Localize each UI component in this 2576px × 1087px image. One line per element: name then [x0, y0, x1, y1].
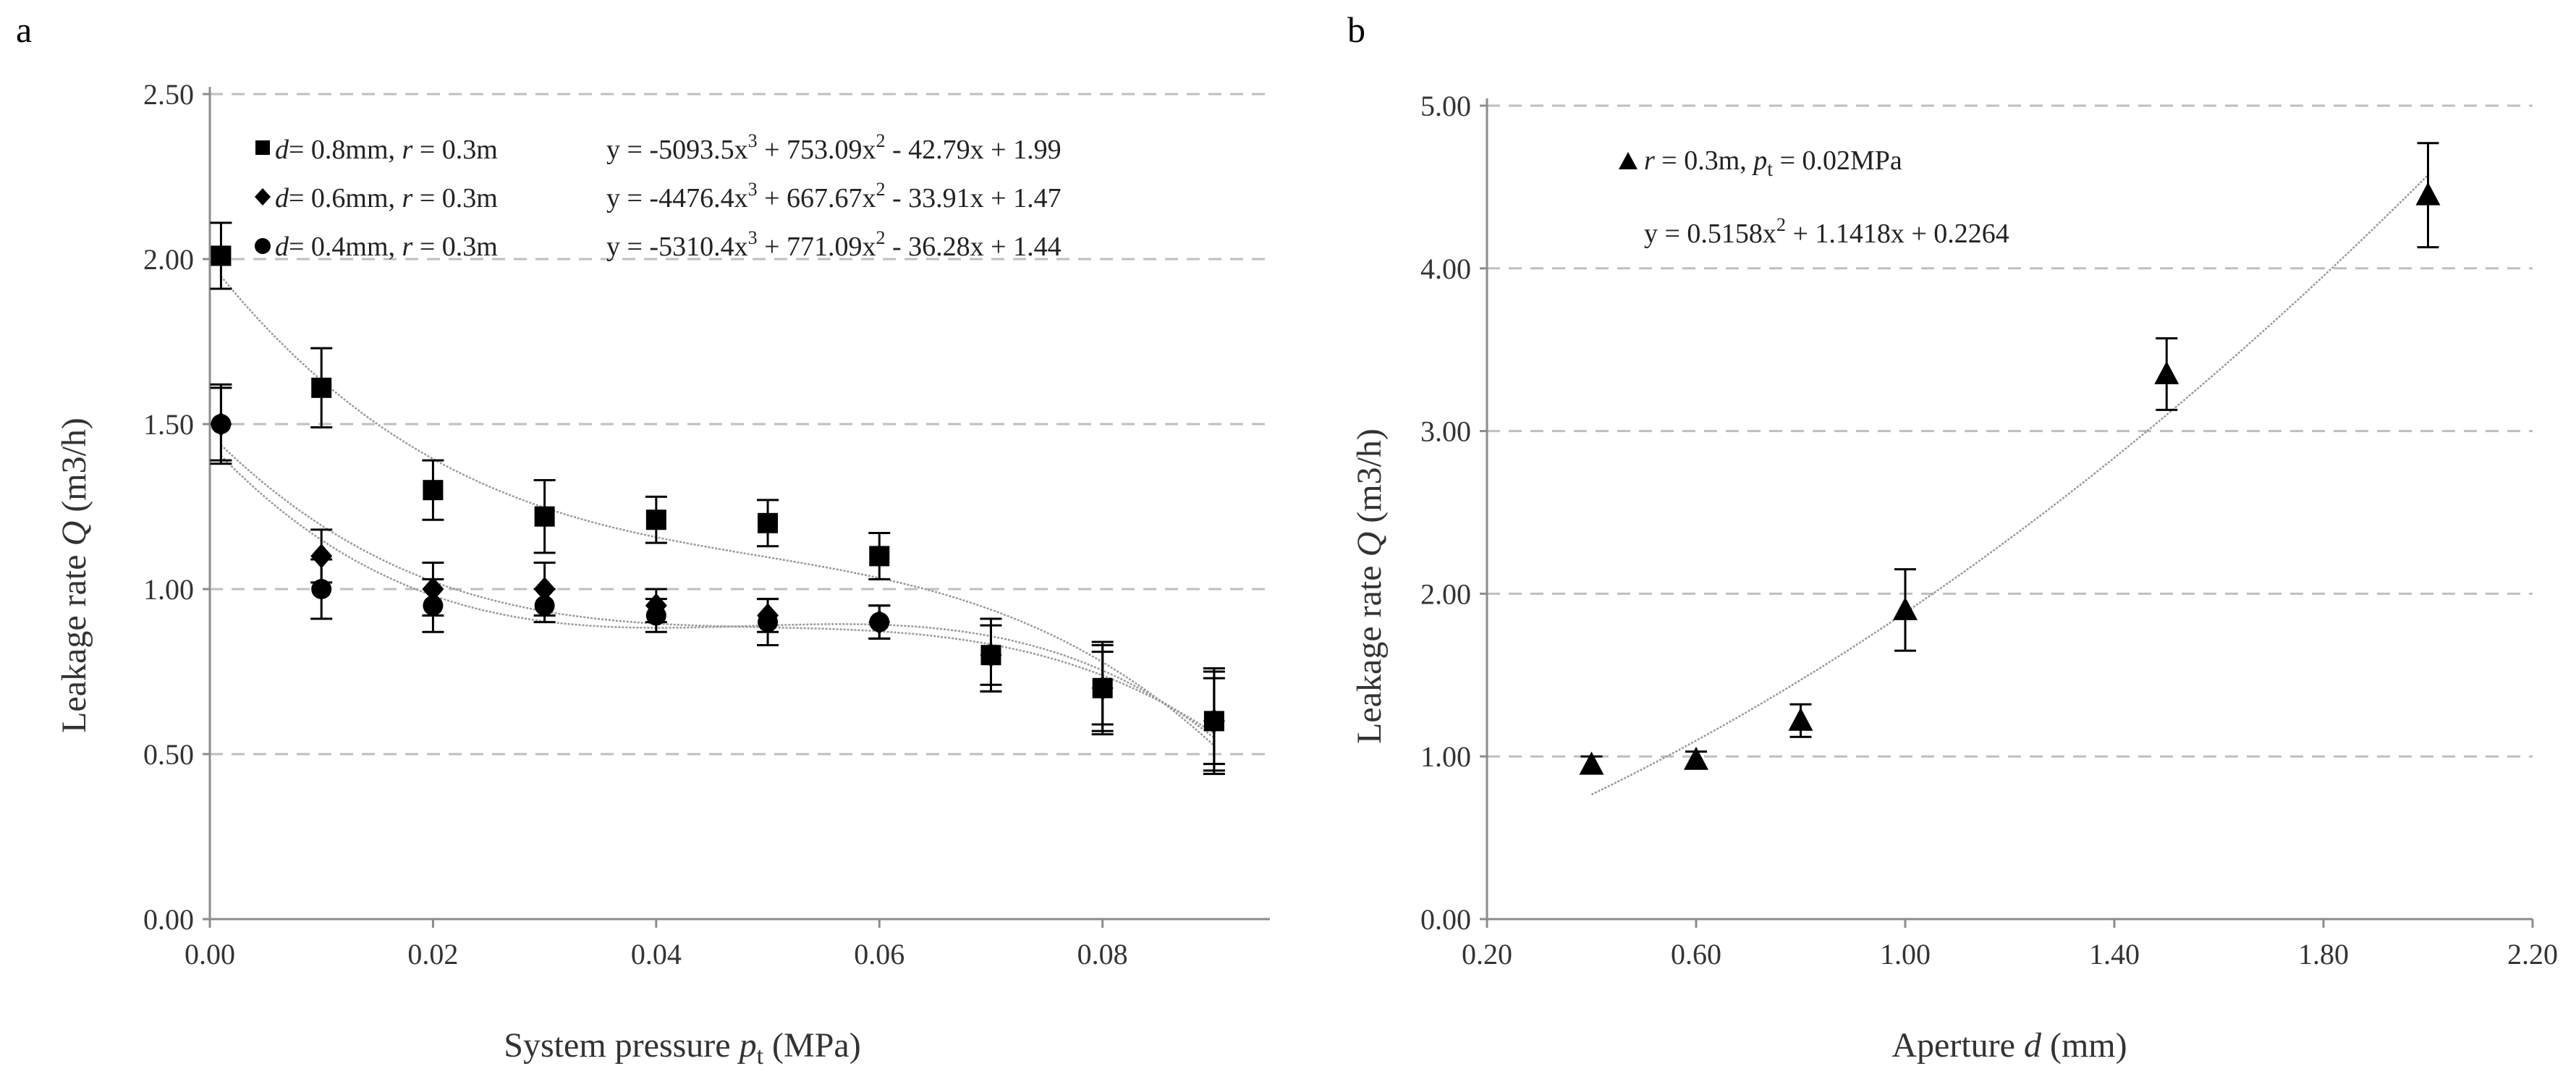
- y-tick-label-4: 2.00: [143, 243, 194, 276]
- chart-b-gridlines: [1487, 104, 2533, 758]
- chart-a: 0.000.501.001.502.002.50 0.00 0.02 0.04 0.0…: [55, 78, 1270, 1070]
- y-tick-label-1: 0.50: [143, 738, 194, 771]
- x-tick-label-4: 1.80: [2298, 938, 2349, 970]
- data-point-s2-p6: [869, 612, 890, 633]
- trend-equation-d04: y = -5310.4x3 + 771.09x2 - 36.28x + 1.44: [606, 227, 1062, 262]
- chart-b-legend: r = 0.3m, pt = 0.02MPa y = 0.5158x2 + 1.…: [1619, 145, 2009, 249]
- data-point-s0-p4: [645, 509, 666, 530]
- trendline-series-0: [220, 275, 1215, 747]
- legend-entry-d06: d= 0.6mm, r = 0.3m y = -4476.4x3 + 667.6…: [255, 179, 1062, 213]
- chart-b-trendlines: [1590, 174, 2429, 796]
- chart-a-legend: d= 0.8mm, r = 0.3m y = -5093.5x3 + 753.0…: [255, 130, 1062, 262]
- x-tick-label-1: 0.02: [407, 938, 458, 970]
- legend-circle-marker: [255, 238, 271, 254]
- x-tick-label-3: 1.40: [2089, 938, 2140, 970]
- data-point-s0-p2: [1788, 707, 1813, 731]
- data-point-s2-p9: [1203, 711, 1224, 732]
- x-tick-label-2: 1.00: [1880, 938, 1931, 970]
- data-point-s1-p1: [310, 544, 333, 569]
- legend-square-marker: [255, 140, 270, 155]
- legend-entry-d04: d= 0.4mm, r = 0.3m y = -5310.4x3 + 771.0…: [255, 227, 1062, 262]
- data-point-s0-p2: [423, 480, 444, 501]
- data-point-s1-p2: [422, 577, 444, 601]
- trend-equation-b: y = 0.5158x2 + 1.1418x + 0.2264: [1644, 214, 2009, 249]
- data-point-s0-p3: [534, 506, 555, 527]
- chart-b: 0.00 1.00 2.00 3.00 4.00 5.00 0.20 0.60 1.00 1.4…: [1350, 90, 2558, 1065]
- legend-entry-d08: d= 0.8mm, r = 0.3m y = -5093.5x3 + 753.0…: [255, 130, 1062, 165]
- data-point-s0-p0: [211, 245, 232, 266]
- trendline-series-2: [220, 454, 1215, 739]
- data-point-s2-p1: [311, 579, 332, 599]
- y-tick-label-5: 5.00: [1420, 90, 1471, 122]
- x-tick-label-1: 0.60: [1671, 938, 1721, 970]
- trend-equation-d06: y = -4476.4x3 + 667.67x2 - 33.91x + 1.47: [606, 179, 1062, 213]
- trend-equation-d08: y = -5093.5x3 + 753.09x2 - 42.79x + 1.99: [606, 130, 1062, 165]
- chart-b-axes: [1486, 98, 2533, 921]
- y-tick-label-1: 1.00: [1420, 740, 1471, 773]
- chart-a-y-ticks: 0.00 0.50 1.00 1.50 2.00 2.50: [143, 78, 210, 936]
- chart-a-error-bars: [210, 221, 1225, 775]
- y-tick-label-0: 0.00: [143, 903, 194, 936]
- data-point-s2-p5: [758, 612, 779, 633]
- chart-b-x-axis-title: Aperture d (mm): [1891, 1026, 2127, 1065]
- chart-a-y-axis-title: Leakage rate Q (m3/h): [55, 418, 93, 733]
- chart-b-y-axis-title: Leakage rate Q (m3/h): [1350, 428, 1389, 744]
- panel-label-b: b: [1347, 9, 1365, 50]
- x-tick-label-5: 2.20: [2507, 938, 2558, 970]
- y-tick-label-2: 2.00: [1420, 578, 1471, 610]
- data-point-s0-p4: [2154, 360, 2179, 384]
- x-tick-label-4: 0.08: [1077, 938, 1128, 970]
- data-point-s2-p7: [980, 645, 1001, 666]
- data-point-s0-p5: [2415, 182, 2441, 206]
- data-point-s2-p2: [423, 595, 444, 616]
- chart-a-trendlines: [220, 275, 1215, 747]
- y-tick-label-3: 1.50: [143, 408, 194, 441]
- chart-a-x-ticks: 0.00 0.02 0.04 0.06 0.08: [185, 919, 1128, 970]
- data-point-s2-p4: [645, 605, 666, 626]
- data-point-s0-p3: [1893, 596, 1918, 620]
- y-tick-label-3: 3.00: [1420, 415, 1471, 448]
- x-tick-label-0: 0.20: [1462, 938, 1512, 970]
- data-point-s2-p0: [211, 414, 232, 434]
- data-point-s0-p0: [1579, 751, 1604, 775]
- legend-diamond-marker: [255, 188, 271, 206]
- chart-a-markers: [210, 245, 1225, 734]
- x-tick-label-0: 0.00: [185, 938, 235, 970]
- x-tick-label-2: 0.04: [631, 938, 682, 970]
- chart-b-x-ticks: 0.20 0.60 1.00 1.40 1.80 2.20: [1462, 919, 2558, 970]
- chart-a-gridlines: [210, 93, 1270, 756]
- legend-triangle-marker: [1619, 152, 1637, 169]
- y-tick-label-2: 1.00: [143, 573, 194, 606]
- chart-a-axes: [208, 87, 1270, 921]
- y-tick-label-0: 0.00: [1420, 903, 1471, 936]
- data-point-s0-p6: [869, 546, 890, 567]
- data-point-s0-p5: [758, 512, 779, 533]
- legend-label-d08: d= 0.8mm, r = 0.3m: [275, 135, 498, 165]
- legend-label-d04: d= 0.4mm, r = 0.3m: [275, 232, 498, 262]
- data-point-s2-p3: [534, 595, 555, 616]
- chart-a-x-axis-title: System pressure pt (MPa): [504, 1026, 860, 1070]
- y-tick-label-5: 2.50: [143, 78, 194, 111]
- legend-label-d06: d= 0.6mm, r = 0.3m: [275, 183, 498, 213]
- data-point-s0-p1: [1684, 746, 1708, 770]
- x-tick-label-3: 0.06: [854, 938, 904, 970]
- data-point-s2-p8: [1092, 677, 1113, 698]
- y-tick-label-4: 4.00: [1420, 253, 1471, 285]
- trendline-series-0: [1590, 174, 2429, 796]
- panel-label-a: a: [16, 9, 32, 50]
- chart-b-y-ticks: 0.00 1.00 2.00 3.00 4.00 5.00: [1420, 90, 1487, 936]
- data-point-s1-p3: [533, 577, 556, 601]
- data-point-s0-p1: [311, 377, 332, 398]
- legend-label-r03: r = 0.3m, pt = 0.02MPa: [1644, 145, 1902, 181]
- chart-b-markers: [1579, 182, 2441, 775]
